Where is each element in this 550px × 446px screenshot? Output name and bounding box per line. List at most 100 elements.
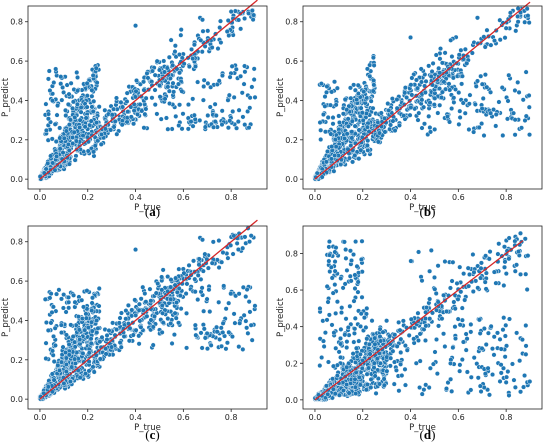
panel-c: 0.0 0.2 0.4 0.6 0.8 0.0 0.2 0.4 0.6 0.8 P_true P_pr… [1,219,268,442]
data-point [216,299,222,305]
data-point [477,383,483,389]
data-point [199,49,205,55]
data-point [485,365,491,371]
data-point [438,95,444,101]
data-point [88,319,95,325]
data-point [247,309,253,315]
data-point [421,387,427,393]
data-point [502,259,508,265]
data-point [359,110,365,116]
data-point [83,371,89,377]
data-point [340,388,346,394]
data-point [449,54,455,60]
data-point [161,58,167,64]
data-point [470,251,476,258]
data-point [390,348,396,354]
data-point [70,135,76,141]
data-point [325,299,331,305]
data-point [144,70,150,76]
data-point [219,73,225,79]
data-point [483,253,489,259]
data-point [142,291,148,297]
data-point [457,264,463,270]
data-point [443,386,449,392]
data-point [72,114,78,120]
data-point [404,347,410,353]
data-point [77,124,83,131]
data-point [58,330,65,336]
data-point [342,281,348,287]
panel-caption: (a) [145,204,160,219]
data-point [452,86,459,92]
data-point [136,301,142,307]
data-point [165,274,171,280]
y-tick-label: 0.8 [10,238,23,247]
data-point [442,258,448,265]
data-point [482,371,488,377]
data-point [127,325,133,331]
y-tick-label: 0.6 [10,277,23,286]
data-point [66,161,72,167]
data-point [65,294,72,300]
data-point [478,73,484,79]
data-point [415,117,421,123]
data-point [159,302,165,308]
data-point [235,119,241,125]
data-point [136,333,142,339]
data-point [198,276,204,282]
data-point [394,105,400,111]
data-point [181,61,187,67]
data-point [102,107,108,113]
data-point [433,336,440,343]
data-point [481,326,487,332]
data-point [225,97,231,103]
data-point [435,110,441,116]
y-tick-label: 0.0 [10,175,23,184]
data-point [168,320,174,326]
data-point [352,272,358,278]
x-tick-label: 0.4 [404,413,417,422]
data-point [161,69,167,75]
caption-letter: d [424,427,432,442]
data-point [469,50,475,56]
data-point [43,340,49,346]
data-point [454,280,460,286]
data-point [209,44,215,51]
data-point [527,379,533,385]
data-point [52,342,58,348]
data-point [229,63,235,69]
data-point [344,364,350,370]
data-point [189,46,195,52]
data-point [366,365,372,371]
data-point [74,69,80,76]
data-point [325,114,331,120]
data-point [330,386,336,392]
data-point [380,329,386,335]
data-point [178,306,184,312]
x-tick-label: 0.0 [34,193,47,202]
data-point [80,133,86,139]
data-point [356,270,362,276]
data-point [82,327,88,333]
data-point [344,107,350,113]
data-point [77,375,83,381]
data-point [240,245,246,251]
data-point [334,85,340,91]
data-point [55,103,61,109]
data-point [352,384,358,390]
data-point [521,384,527,390]
data-point [345,324,351,331]
data-point [155,280,161,287]
data-point [69,364,75,370]
data-point [411,336,417,342]
data-point [213,113,219,119]
data-point [501,282,507,289]
data-point [364,371,370,377]
data-point [329,275,335,281]
data-point [133,23,139,29]
data-point [418,66,424,72]
data-point [133,247,139,253]
data-point [51,359,57,365]
data-point [371,360,377,366]
data-point [486,256,492,262]
